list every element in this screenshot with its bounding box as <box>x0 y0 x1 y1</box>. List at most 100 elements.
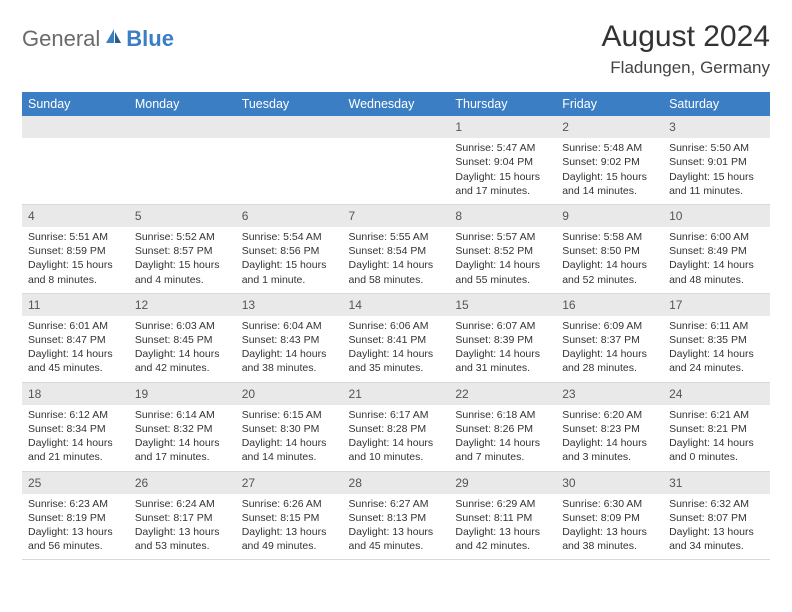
day-cell: 14Sunrise: 6:06 AMSunset: 8:41 PMDayligh… <box>343 293 450 382</box>
sunset-text: Sunset: 8:15 PM <box>242 511 337 525</box>
sunrise-text: Sunrise: 5:52 AM <box>135 230 230 244</box>
day-content: Sunrise: 5:47 AMSunset: 9:04 PMDaylight:… <box>449 138 556 204</box>
sunrise-text: Sunrise: 5:51 AM <box>28 230 123 244</box>
sunrise-text: Sunrise: 6:15 AM <box>242 408 337 422</box>
day-number: 19 <box>129 383 236 405</box>
day-cell: 18Sunrise: 6:12 AMSunset: 8:34 PMDayligh… <box>22 382 129 471</box>
header: General Blue August 2024 Fladungen, Germ… <box>22 20 770 78</box>
day-cell: 25Sunrise: 6:23 AMSunset: 8:19 PMDayligh… <box>22 471 129 560</box>
day-cell: 21Sunrise: 6:17 AMSunset: 8:28 PMDayligh… <box>343 382 450 471</box>
day-number: 14 <box>343 294 450 316</box>
day-content: Sunrise: 6:24 AMSunset: 8:17 PMDaylight:… <box>129 494 236 560</box>
daylight-text: Daylight: 14 hours and 38 minutes. <box>242 347 337 375</box>
day-number: 31 <box>663 472 770 494</box>
daylight-text: Daylight: 13 hours and 34 minutes. <box>669 525 764 553</box>
day-cell: 8Sunrise: 5:57 AMSunset: 8:52 PMDaylight… <box>449 204 556 293</box>
daylight-text: Daylight: 14 hours and 17 minutes. <box>135 436 230 464</box>
sunrise-text: Sunrise: 5:54 AM <box>242 230 337 244</box>
weekday-header: Saturday <box>663 92 770 116</box>
daylight-text: Daylight: 14 hours and 3 minutes. <box>562 436 657 464</box>
weekday-header: Tuesday <box>236 92 343 116</box>
day-cell: 29Sunrise: 6:29 AMSunset: 8:11 PMDayligh… <box>449 471 556 560</box>
daylight-text: Daylight: 13 hours and 38 minutes. <box>562 525 657 553</box>
sunrise-text: Sunrise: 6:14 AM <box>135 408 230 422</box>
day-content: Sunrise: 5:51 AMSunset: 8:59 PMDaylight:… <box>22 227 129 293</box>
daylight-text: Daylight: 14 hours and 7 minutes. <box>455 436 550 464</box>
sunset-text: Sunset: 8:17 PM <box>135 511 230 525</box>
day-content: Sunrise: 5:52 AMSunset: 8:57 PMDaylight:… <box>129 227 236 293</box>
sunrise-text: Sunrise: 6:21 AM <box>669 408 764 422</box>
day-cell: 31Sunrise: 6:32 AMSunset: 8:07 PMDayligh… <box>663 471 770 560</box>
logo-sail-icon <box>104 27 124 52</box>
sunset-text: Sunset: 8:11 PM <box>455 511 550 525</box>
sunrise-text: Sunrise: 6:00 AM <box>669 230 764 244</box>
weekday-header: Friday <box>556 92 663 116</box>
sunset-text: Sunset: 9:01 PM <box>669 155 764 169</box>
daylight-text: Daylight: 14 hours and 28 minutes. <box>562 347 657 375</box>
day-cell <box>236 116 343 204</box>
sunset-text: Sunset: 8:28 PM <box>349 422 444 436</box>
day-number: 6 <box>236 205 343 227</box>
sunset-text: Sunset: 8:47 PM <box>28 333 123 347</box>
sunrise-text: Sunrise: 6:30 AM <box>562 497 657 511</box>
day-content: Sunrise: 6:26 AMSunset: 8:15 PMDaylight:… <box>236 494 343 560</box>
day-cell: 24Sunrise: 6:21 AMSunset: 8:21 PMDayligh… <box>663 382 770 471</box>
table-row: 25Sunrise: 6:23 AMSunset: 8:19 PMDayligh… <box>22 471 770 560</box>
day-cell <box>129 116 236 204</box>
sunset-text: Sunset: 9:02 PM <box>562 155 657 169</box>
sunset-text: Sunset: 8:13 PM <box>349 511 444 525</box>
daylight-text: Daylight: 14 hours and 24 minutes. <box>669 347 764 375</box>
sunset-text: Sunset: 9:04 PM <box>455 155 550 169</box>
daylight-text: Daylight: 14 hours and 0 minutes. <box>669 436 764 464</box>
day-content: Sunrise: 6:32 AMSunset: 8:07 PMDaylight:… <box>663 494 770 560</box>
sunset-text: Sunset: 8:34 PM <box>28 422 123 436</box>
sunset-text: Sunset: 8:07 PM <box>669 511 764 525</box>
sunset-text: Sunset: 8:50 PM <box>562 244 657 258</box>
day-cell: 1Sunrise: 5:47 AMSunset: 9:04 PMDaylight… <box>449 116 556 204</box>
table-row: 4Sunrise: 5:51 AMSunset: 8:59 PMDaylight… <box>22 204 770 293</box>
day-content: Sunrise: 6:14 AMSunset: 8:32 PMDaylight:… <box>129 405 236 471</box>
day-number: 4 <box>22 205 129 227</box>
day-number: 21 <box>343 383 450 405</box>
daylight-text: Daylight: 14 hours and 45 minutes. <box>28 347 123 375</box>
sunset-text: Sunset: 8:35 PM <box>669 333 764 347</box>
day-cell: 2Sunrise: 5:48 AMSunset: 9:02 PMDaylight… <box>556 116 663 204</box>
daylight-text: Daylight: 14 hours and 55 minutes. <box>455 258 550 286</box>
daylight-text: Daylight: 15 hours and 14 minutes. <box>562 170 657 198</box>
day-cell: 30Sunrise: 6:30 AMSunset: 8:09 PMDayligh… <box>556 471 663 560</box>
day-content: Sunrise: 6:15 AMSunset: 8:30 PMDaylight:… <box>236 405 343 471</box>
sunrise-text: Sunrise: 5:47 AM <box>455 141 550 155</box>
sunset-text: Sunset: 8:23 PM <box>562 422 657 436</box>
day-content: Sunrise: 6:17 AMSunset: 8:28 PMDaylight:… <box>343 405 450 471</box>
daylight-text: Daylight: 13 hours and 42 minutes. <box>455 525 550 553</box>
day-number: 22 <box>449 383 556 405</box>
sunrise-text: Sunrise: 5:48 AM <box>562 141 657 155</box>
day-cell: 3Sunrise: 5:50 AMSunset: 9:01 PMDaylight… <box>663 116 770 204</box>
daylight-text: Daylight: 15 hours and 8 minutes. <box>28 258 123 286</box>
calendar-page: General Blue August 2024 Fladungen, Germ… <box>0 0 792 570</box>
day-number: 10 <box>663 205 770 227</box>
day-content: Sunrise: 5:54 AMSunset: 8:56 PMDaylight:… <box>236 227 343 293</box>
daylight-text: Daylight: 14 hours and 35 minutes. <box>349 347 444 375</box>
sunset-text: Sunset: 8:45 PM <box>135 333 230 347</box>
day-content <box>22 138 129 200</box>
day-number <box>343 116 450 138</box>
day-content: Sunrise: 6:23 AMSunset: 8:19 PMDaylight:… <box>22 494 129 560</box>
sunset-text: Sunset: 8:43 PM <box>242 333 337 347</box>
sunset-text: Sunset: 8:30 PM <box>242 422 337 436</box>
day-content: Sunrise: 6:07 AMSunset: 8:39 PMDaylight:… <box>449 316 556 382</box>
day-cell: 27Sunrise: 6:26 AMSunset: 8:15 PMDayligh… <box>236 471 343 560</box>
day-content: Sunrise: 6:11 AMSunset: 8:35 PMDaylight:… <box>663 316 770 382</box>
sunset-text: Sunset: 8:21 PM <box>669 422 764 436</box>
day-number <box>129 116 236 138</box>
daylight-text: Daylight: 14 hours and 31 minutes. <box>455 347 550 375</box>
sunrise-text: Sunrise: 6:23 AM <box>28 497 123 511</box>
daylight-text: Daylight: 13 hours and 49 minutes. <box>242 525 337 553</box>
day-cell <box>22 116 129 204</box>
sunset-text: Sunset: 8:32 PM <box>135 422 230 436</box>
sunrise-text: Sunrise: 5:58 AM <box>562 230 657 244</box>
daylight-text: Daylight: 14 hours and 52 minutes. <box>562 258 657 286</box>
daylight-text: Daylight: 13 hours and 53 minutes. <box>135 525 230 553</box>
sunrise-text: Sunrise: 5:57 AM <box>455 230 550 244</box>
day-content: Sunrise: 5:57 AMSunset: 8:52 PMDaylight:… <box>449 227 556 293</box>
